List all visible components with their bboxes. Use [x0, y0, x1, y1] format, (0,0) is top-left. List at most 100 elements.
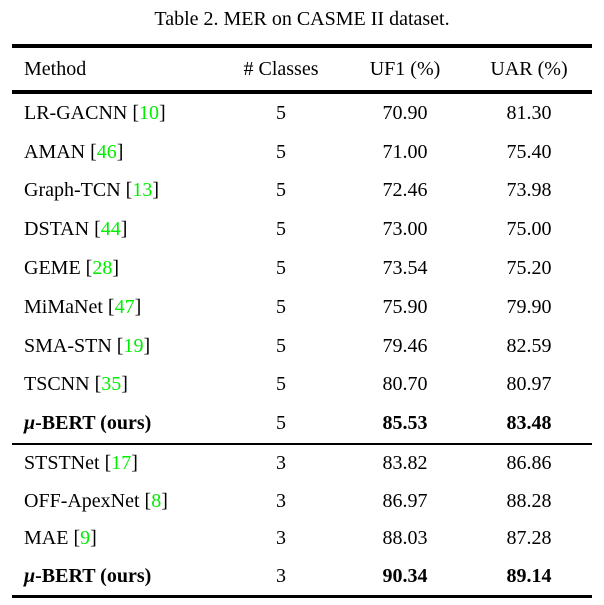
citation: [17]	[105, 452, 138, 474]
method-cell: OFF-ApexNet [8]	[12, 490, 230, 513]
group-3-classes: STSTNet [17] 3 83.82 86.86 OFF-ApexNet [8]…	[12, 445, 592, 595]
uf1-cell: 86.97	[382, 489, 428, 512]
method-cell: DSTAN [44]	[12, 218, 230, 241]
method-name: -BERT (ours)	[35, 564, 152, 587]
table-row: Graph-TCN [13] 5 72.46 73.98	[12, 172, 592, 211]
citation-bracket-open: [	[90, 140, 97, 163]
citation-link[interactable]: 10	[139, 101, 160, 124]
method-name: Graph-TCN	[24, 179, 121, 202]
citation-bracket-open: [	[144, 489, 152, 512]
uf1-cell: 73.00	[382, 218, 428, 241]
table-caption: Table 2. MER on CASME II dataset.	[154, 8, 450, 30]
table-header-row: Method # Classes UF1 (%) UAR (%)	[12, 48, 592, 90]
table-row: DSTAN [44] 5 73.00 75.00	[12, 210, 592, 249]
table-row-ours: μ-BERT (ours) 3 90.34 89.14	[12, 558, 592, 596]
uar-cell: 81.30	[506, 101, 552, 124]
uar-cell: 75.40	[506, 140, 552, 163]
citation-bracket-open: [	[107, 295, 115, 318]
mu-symbol: μ	[24, 412, 36, 435]
uf1-cell: 88.03	[382, 527, 428, 550]
uar-cell: 79.90	[506, 295, 552, 318]
citation-link[interactable]: 28	[92, 257, 113, 280]
method-cell: MiMaNet [47]	[12, 296, 230, 319]
uf1-cell: 80.70	[382, 373, 428, 396]
uar-cell: 87.28	[506, 527, 552, 550]
uf1-cell: 90.34	[382, 564, 428, 587]
citation: [35]	[95, 373, 128, 395]
citation-bracket-open: [	[132, 101, 140, 124]
table-row: MAE [9] 3 88.03 87.28	[12, 520, 592, 558]
method-cell: GEME [28]	[12, 257, 230, 280]
method-cell: μ-BERT (ours)	[12, 565, 230, 588]
method-name: GEME	[24, 257, 81, 280]
citation-link[interactable]: 9	[80, 527, 91, 550]
citation-bracket-close: ]	[161, 489, 168, 512]
citation-link[interactable]: 13	[132, 179, 153, 202]
citation: [19]	[117, 335, 150, 357]
uf1-cell: 73.54	[382, 257, 428, 280]
classes-cell: 3	[276, 527, 286, 550]
citation-bracket-open: [	[94, 218, 101, 241]
classes-cell: 3	[276, 489, 286, 512]
citation: [44]	[94, 218, 127, 240]
citation-link[interactable]: 44	[100, 218, 121, 241]
uar-cell: 89.14	[506, 564, 552, 587]
uar-cell: 82.59	[506, 334, 552, 357]
method-name: OFF-ApexNet	[24, 489, 140, 512]
uar-cell: 80.97	[506, 373, 552, 396]
results-table: Method # Classes UF1 (%) UAR (%) LR-GACN…	[12, 44, 592, 599]
uar-cell: 75.20	[506, 257, 552, 280]
classes-cell: 3	[276, 452, 286, 475]
bottom-rule	[12, 595, 592, 599]
classes-cell: 5	[276, 295, 286, 318]
citation-bracket-close: ]	[143, 334, 151, 357]
citation: [28]	[86, 257, 119, 279]
header-rule	[12, 90, 592, 94]
method-cell: Graph-TCN [13]	[12, 179, 230, 202]
method-name: AMAN	[24, 140, 86, 163]
classes-cell: 5	[276, 218, 286, 241]
citation-bracket-close: ]	[116, 140, 124, 163]
uf1-cell: 85.53	[382, 412, 428, 435]
classes-cell: 5	[276, 140, 286, 163]
group-5-classes: LR-GACNN [10] 5 70.90 81.30 AMAN [46] 5 71…	[12, 94, 592, 443]
col-header-uf1: UF1 (%)	[369, 57, 441, 80]
citation-link[interactable]: 19	[123, 334, 144, 357]
method-name: -BERT (ours)	[35, 412, 152, 435]
method-name: MAE	[24, 527, 69, 550]
table-row: MiMaNet [47] 5 75.90 79.90	[12, 288, 592, 327]
method-name: LR-GACNN	[24, 101, 128, 124]
citation-link[interactable]: 46	[96, 140, 117, 163]
citation: [8]	[145, 490, 168, 512]
method-name: TSCNN	[24, 373, 90, 396]
table-row: AMAN [46] 5 71.00 75.40	[12, 133, 592, 172]
uf1-cell: 83.82	[382, 452, 428, 475]
method-cell: μ-BERT (ours)	[12, 412, 230, 435]
method-cell: STSTNet [17]	[12, 452, 230, 475]
citation-bracket-close: ]	[159, 101, 166, 124]
table-row: STSTNet [17] 3 83.82 86.86	[12, 445, 592, 483]
citation-link[interactable]: 35	[101, 373, 122, 396]
table-row: TSCNN [35] 5 80.70 80.97	[12, 366, 592, 405]
citation-bracket-open: [	[104, 452, 112, 475]
uf1-cell: 79.46	[382, 334, 428, 357]
citation-bracket-open: [	[125, 179, 133, 202]
uar-cell: 75.00	[506, 218, 552, 241]
citation-bracket-open: [	[73, 527, 81, 550]
classes-cell: 5	[276, 412, 286, 435]
col-header-uar: UAR (%)	[490, 57, 568, 80]
uar-cell: 88.28	[506, 489, 552, 512]
citation-bracket-close: ]	[134, 295, 142, 318]
uf1-cell: 70.90	[382, 101, 428, 124]
top-rule	[12, 44, 592, 48]
citation-link[interactable]: 47	[114, 295, 135, 318]
method-name: STSTNet	[24, 452, 100, 475]
citation-bracket-open: [	[94, 373, 102, 396]
group-separator-rule	[12, 443, 592, 446]
citation-link[interactable]: 8	[151, 489, 162, 512]
table-row-ours: μ-BERT (ours) 5 85.53 83.48	[12, 404, 592, 443]
citation-link[interactable]: 17	[111, 452, 132, 475]
classes-cell: 3	[276, 564, 286, 587]
citation: [10]	[132, 102, 165, 124]
